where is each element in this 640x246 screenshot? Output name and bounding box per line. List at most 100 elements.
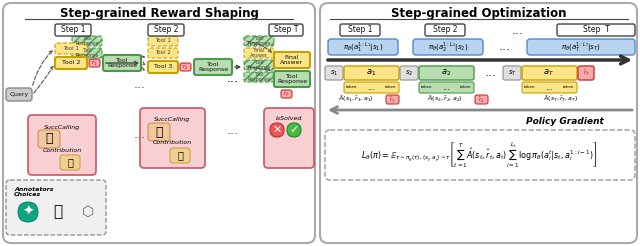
Text: Tool
Response: Tool Response (277, 74, 307, 84)
FancyBboxPatch shape (194, 59, 232, 75)
Text: $\hat{A}(s_2,\hat{r}_2,a_2)$: $\hat{A}(s_2,\hat{r}_2,a_2)$ (427, 94, 463, 104)
Text: token: token (563, 86, 575, 90)
Text: SuccCalling: SuccCalling (44, 124, 80, 129)
FancyBboxPatch shape (244, 48, 274, 58)
Text: ...: ... (227, 72, 239, 84)
Text: Policy Gradient: Policy Gradient (526, 117, 604, 125)
Text: ...: ... (545, 83, 554, 92)
Text: ⭐: ⭐ (177, 150, 183, 160)
FancyBboxPatch shape (148, 24, 184, 36)
Text: $s_T$: $s_T$ (508, 68, 516, 77)
FancyBboxPatch shape (281, 90, 292, 98)
Text: Contribution: Contribution (42, 148, 82, 153)
FancyBboxPatch shape (274, 52, 310, 68)
Text: Tool 2: Tool 2 (155, 50, 171, 56)
Text: Tool 1: Tool 1 (155, 39, 171, 44)
FancyBboxPatch shape (180, 63, 191, 71)
Text: Step 2: Step 2 (433, 26, 457, 34)
FancyBboxPatch shape (419, 82, 474, 93)
FancyBboxPatch shape (103, 55, 141, 71)
FancyBboxPatch shape (522, 82, 577, 93)
FancyBboxPatch shape (72, 48, 102, 58)
FancyBboxPatch shape (270, 123, 284, 137)
Text: ✦: ✦ (22, 205, 34, 219)
Text: $\hat{r}_1$: $\hat{r}_1$ (92, 58, 98, 68)
FancyBboxPatch shape (55, 24, 91, 36)
Text: $a_1$: $a_1$ (366, 68, 376, 78)
FancyBboxPatch shape (503, 66, 521, 80)
FancyBboxPatch shape (419, 66, 474, 80)
FancyBboxPatch shape (264, 108, 314, 168)
Text: $\hat{r}_2$: $\hat{r}_2$ (478, 94, 484, 105)
FancyBboxPatch shape (340, 24, 380, 36)
Text: Annotators
Choices: Annotators Choices (14, 187, 54, 197)
FancyBboxPatch shape (170, 148, 190, 163)
Text: Step 1: Step 1 (61, 26, 85, 34)
Text: ...: ... (367, 83, 376, 92)
FancyBboxPatch shape (148, 123, 170, 141)
Text: token: token (346, 86, 358, 90)
FancyBboxPatch shape (140, 108, 205, 168)
Text: token: token (385, 86, 397, 90)
Text: ...: ... (485, 66, 497, 79)
Text: IsSolved: IsSolved (276, 116, 302, 121)
Text: $\hat{r}_T$: $\hat{r}_T$ (283, 89, 290, 99)
FancyBboxPatch shape (386, 95, 399, 104)
FancyBboxPatch shape (527, 39, 635, 55)
FancyBboxPatch shape (244, 72, 274, 82)
Text: Tool
Response: Tool Response (107, 58, 137, 68)
Text: $\hat{r}_2$: $\hat{r}_2$ (182, 62, 189, 72)
FancyBboxPatch shape (72, 36, 102, 46)
FancyBboxPatch shape (328, 39, 398, 55)
Text: Tool 1: Tool 1 (63, 46, 79, 51)
Text: Tool
Response: Tool Response (198, 62, 228, 72)
Text: Tool 2: Tool 2 (62, 61, 80, 65)
FancyBboxPatch shape (244, 36, 274, 46)
Text: Tool
Response: Tool Response (247, 72, 271, 82)
FancyBboxPatch shape (274, 71, 310, 87)
Text: Step-grained Optimization: Step-grained Optimization (391, 7, 567, 20)
Text: 🔧: 🔧 (156, 125, 163, 138)
Text: ...: ... (134, 78, 146, 92)
Text: $\hat{r}_1$: $\hat{r}_1$ (389, 94, 395, 105)
FancyBboxPatch shape (522, 66, 577, 80)
FancyBboxPatch shape (400, 66, 418, 80)
Text: Tool
Response: Tool Response (247, 60, 271, 70)
Text: $\hat{A}(s_1,\hat{r}_1,a_1)$: $\hat{A}(s_1,\hat{r}_1,a_1)$ (338, 94, 374, 104)
Text: Step T: Step T (274, 26, 298, 34)
Text: token: token (524, 86, 536, 90)
FancyBboxPatch shape (38, 130, 60, 148)
Text: ...: ... (227, 123, 239, 137)
FancyBboxPatch shape (475, 95, 488, 104)
Text: ...: ... (499, 41, 511, 53)
FancyBboxPatch shape (578, 66, 594, 80)
Text: Tool
Response: Tool Response (247, 36, 271, 46)
FancyBboxPatch shape (557, 24, 635, 36)
Text: $a_2$: $a_2$ (441, 68, 451, 78)
Text: Query: Query (10, 92, 29, 97)
Text: Final
Answer: Final Answer (250, 47, 268, 58)
FancyBboxPatch shape (89, 59, 100, 67)
FancyBboxPatch shape (325, 130, 635, 180)
Text: Step 2: Step 2 (154, 26, 179, 34)
FancyBboxPatch shape (55, 43, 87, 54)
FancyBboxPatch shape (425, 24, 465, 36)
Text: 🔧: 🔧 (45, 133, 52, 145)
Text: Final
Answer: Final Answer (280, 55, 303, 65)
Text: $s_2$: $s_2$ (405, 68, 413, 77)
Text: $L_\theta(\pi) = \mathbb{E}_{\tau\sim\pi_\theta(\tau),(s_t,a_t)\sim\tau}\!\left[: $L_\theta(\pi) = \mathbb{E}_{\tau\sim\pi… (361, 140, 597, 170)
Text: ⭐: ⭐ (67, 157, 73, 167)
Text: $\pi_\theta(a_T^{1:L_T}|s_T)$: $\pi_\theta(a_T^{1:L_T}|s_T)$ (561, 40, 601, 54)
Text: Step 1: Step 1 (348, 26, 372, 34)
Text: Step-grained Reward Shaping: Step-grained Reward Shaping (60, 7, 259, 20)
Text: ...: ... (227, 72, 239, 84)
Text: SuccCalling: SuccCalling (154, 118, 190, 123)
Text: Tool 3: Tool 3 (154, 64, 172, 70)
FancyBboxPatch shape (18, 202, 38, 222)
Text: ✕: ✕ (272, 125, 282, 135)
Text: Tool
Response: Tool Response (76, 36, 99, 46)
Text: ⬡: ⬡ (82, 205, 94, 219)
Text: $a_T$: $a_T$ (543, 68, 554, 78)
Text: 👤: 👤 (53, 204, 63, 219)
Text: $\hat{A}(s_T,\hat{r}_T,a_T)$: $\hat{A}(s_T,\hat{r}_T,a_T)$ (543, 94, 579, 104)
